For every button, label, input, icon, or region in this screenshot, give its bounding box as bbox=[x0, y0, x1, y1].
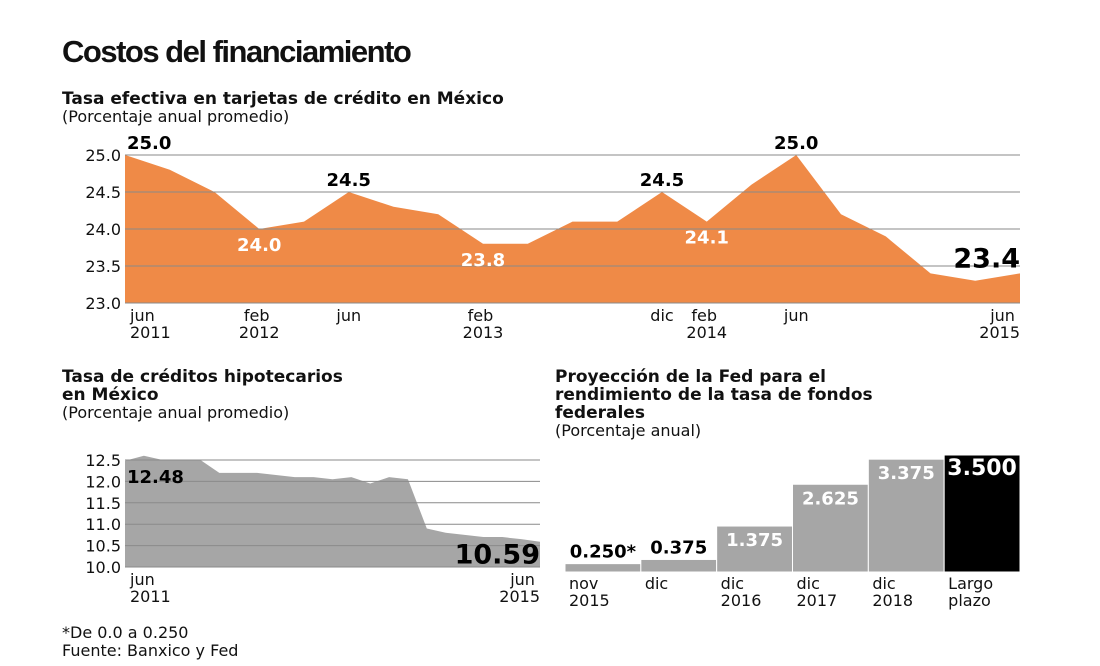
chart-title: en México bbox=[62, 385, 159, 405]
bar bbox=[640, 558, 718, 573]
chart-subtitle: (Porcentaje anual) bbox=[555, 421, 701, 440]
value-label: 24.0 bbox=[237, 235, 281, 256]
x-tick-label: Largo plazo bbox=[948, 574, 998, 610]
bar bbox=[943, 454, 1021, 573]
x-tick-label: nov 2015 bbox=[569, 574, 610, 610]
value-label: 23.8 bbox=[461, 250, 505, 271]
y-tick-label: 23.5 bbox=[85, 257, 121, 276]
value-label: 24.5 bbox=[640, 170, 684, 191]
value-label: 10.59 bbox=[455, 540, 540, 571]
y-tick-label: 11.0 bbox=[85, 515, 121, 534]
x-tick-label: dic bbox=[650, 306, 673, 325]
value-label: 23.4 bbox=[953, 243, 1020, 274]
y-tick-label: 25.0 bbox=[85, 146, 121, 165]
value-label: 24.5 bbox=[327, 170, 371, 191]
x-tick-label: dic 2016 bbox=[721, 574, 762, 610]
chart-title: Tasa efectiva en tarjetas de crédito en … bbox=[62, 89, 504, 109]
page-title: Costos del financiamiento bbox=[62, 34, 411, 69]
x-tick-label: dic 2017 bbox=[797, 574, 838, 610]
x-tick-label: jun 2011 bbox=[129, 570, 171, 606]
value-label: 24.1 bbox=[685, 228, 729, 249]
x-tick-label: feb 2013 bbox=[463, 306, 504, 342]
x-tick-label: dic 2018 bbox=[872, 574, 913, 610]
y-tick-label: 24.5 bbox=[85, 183, 121, 202]
y-tick-label: 11.5 bbox=[85, 494, 121, 513]
chart-title: Tasa de créditos hipotecarios bbox=[62, 367, 343, 387]
x-tick-label: jun 2015 bbox=[979, 306, 1020, 342]
x-tick-label: jun 2015 bbox=[499, 570, 540, 606]
chart-subtitle: (Porcentaje anual promedio) bbox=[62, 107, 289, 126]
x-tick-label: feb 2014 bbox=[686, 306, 727, 342]
x-tick-label: jun bbox=[783, 306, 809, 325]
x-tick-label: jun 2011 bbox=[129, 306, 171, 342]
value-label: 25.0 bbox=[774, 133, 818, 154]
chart-title: federales bbox=[555, 403, 645, 423]
chart-subtitle: (Porcentaje anual promedio) bbox=[62, 403, 289, 422]
y-tick-label: 24.0 bbox=[85, 220, 121, 239]
x-tick-label: jun bbox=[335, 306, 361, 325]
y-tick-label: 12.0 bbox=[85, 472, 121, 491]
value-label: 3.375 bbox=[878, 463, 935, 484]
y-tick-label: 10.5 bbox=[85, 537, 121, 556]
y-tick-label: 23.0 bbox=[85, 294, 121, 313]
value-label: 0.375 bbox=[650, 537, 707, 558]
area bbox=[125, 455, 540, 567]
value-label: 12.48 bbox=[127, 467, 184, 488]
value-label: 0.250* bbox=[570, 542, 637, 563]
y-tick-label: 12.5 bbox=[85, 451, 121, 470]
chart-title: Proyección de la Fed para el bbox=[555, 367, 826, 387]
chart-title: rendimiento de la tasa de fondos bbox=[555, 385, 873, 405]
value-label: 3.500 bbox=[947, 456, 1017, 481]
bar bbox=[564, 563, 642, 573]
x-tick-label: feb 2012 bbox=[239, 306, 280, 342]
value-label: 2.625 bbox=[802, 488, 859, 509]
bar bbox=[867, 458, 945, 573]
footnote: *De 0.0 a 0.250 bbox=[62, 623, 188, 642]
value-label: 25.0 bbox=[127, 133, 171, 154]
x-tick-label: dic bbox=[645, 574, 668, 593]
source: Fuente: Banxico y Fed bbox=[62, 641, 238, 660]
y-tick-label: 10.0 bbox=[85, 558, 121, 577]
value-label: 1.375 bbox=[726, 530, 783, 551]
